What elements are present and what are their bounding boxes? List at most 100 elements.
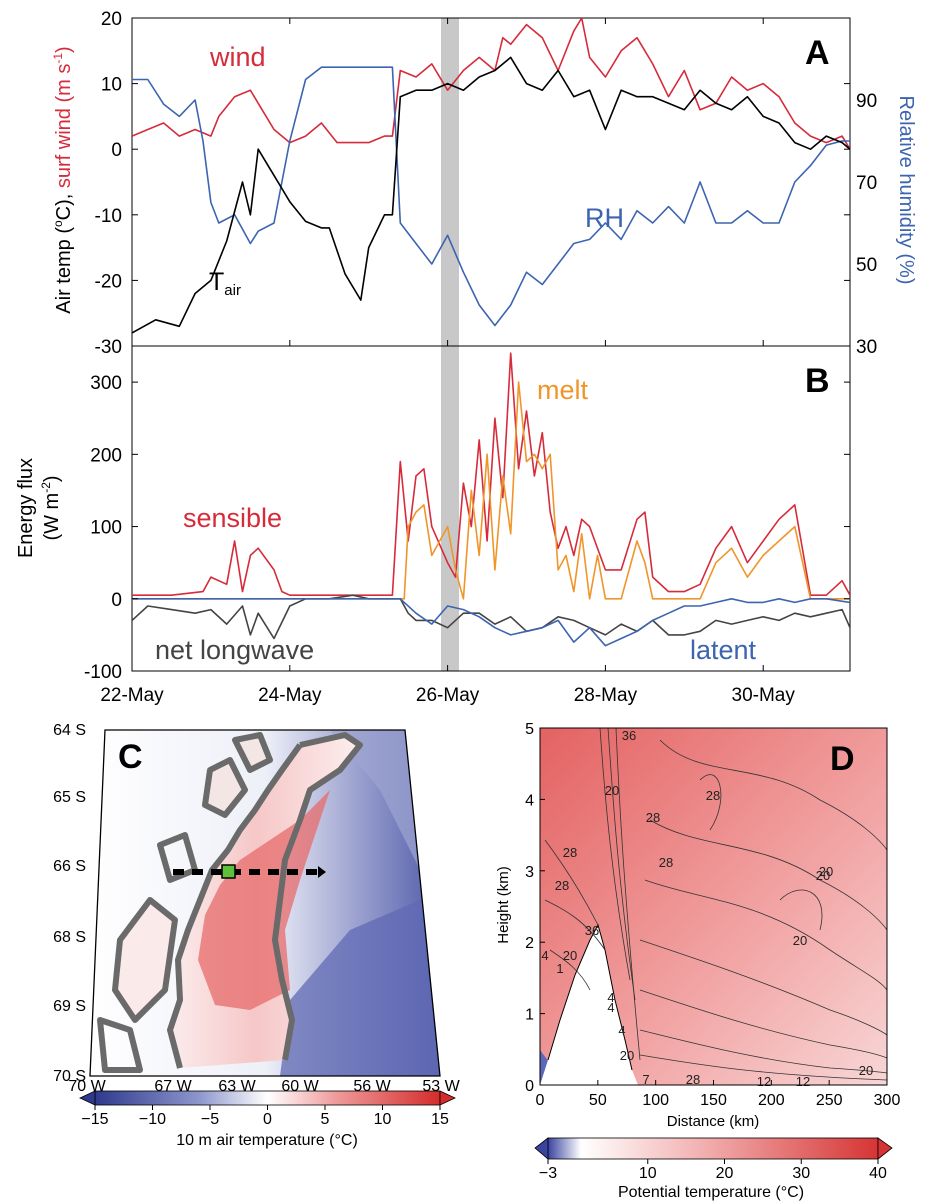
panel-a-ytick-label: 0 bbox=[111, 140, 122, 161]
panel-d-contour-label: 20 bbox=[816, 868, 830, 883]
panel-d-contour-label: 4 bbox=[607, 990, 614, 1005]
panel-d-contour-label: 28 bbox=[646, 810, 660, 825]
panel-d-contour-label: 28 bbox=[686, 1072, 700, 1087]
panel-a-y2label: Relative humidity (%) bbox=[895, 96, 917, 285]
panel-c-colorbar-tick-label: −5 bbox=[201, 1111, 219, 1128]
panel-d-contour-label: 20 bbox=[620, 1048, 634, 1063]
panel-a-ytick-label: 10 bbox=[101, 75, 122, 96]
panel-b-xtick-label: 26-May bbox=[416, 685, 480, 706]
panel-d-xtick-label: 50 bbox=[589, 1092, 607, 1109]
panel-d-colorbar-low-extend bbox=[534, 1137, 549, 1160]
panel-d-colorbar-label: Potential temperature (°C) bbox=[618, 1184, 804, 1201]
panel-b-shaded-span bbox=[441, 346, 459, 671]
series-line-melt bbox=[132, 381, 850, 600]
panel-d-contour-label: 4 bbox=[618, 1023, 625, 1038]
panel-a-ytick-label: -20 bbox=[95, 271, 122, 292]
panel-c-colorbar-tick-label: 15 bbox=[431, 1111, 449, 1128]
tair-annotation: Tair bbox=[209, 268, 241, 299]
panel-d-colorbar-high-extend bbox=[877, 1137, 893, 1160]
panel-c-colorbar-low-extend bbox=[79, 1090, 96, 1106]
panel-c-colorbar-label: 10 m air temperature (°C) bbox=[176, 1132, 358, 1149]
panel-a-letter: A bbox=[805, 34, 830, 72]
panel-c-lat-label: 69 S bbox=[53, 998, 86, 1015]
panel-a-ylabel: Air temp (oC), surf wind (m s-1) bbox=[51, 46, 75, 313]
series-line-latent bbox=[132, 597, 850, 647]
panel-d-terrain bbox=[540, 925, 638, 1085]
panel-d-contour-label: 7 bbox=[642, 1072, 649, 1087]
panel-c-lat-label: 70 S bbox=[53, 1068, 86, 1085]
series-line-tair bbox=[132, 56, 850, 334]
panel-d-ytick-label: 3 bbox=[525, 864, 534, 881]
panel-d-xtick-label: 100 bbox=[642, 1092, 669, 1109]
panel-a: -30 -20 -10 0 10 20 30 50 70 90 A wind RH Tair A… bbox=[51, 9, 917, 358]
panel-b-xtick-label: 28-May bbox=[574, 685, 638, 706]
panel-d-contour-label: 28 bbox=[563, 845, 577, 860]
panel-a-ytick-label: 20 bbox=[101, 9, 122, 30]
panel-b-xtick-label: 22-May bbox=[100, 685, 164, 706]
panel-c-colorbar-tick-label: −15 bbox=[81, 1111, 108, 1128]
panel-c-colorbar-tick-label: 5 bbox=[321, 1111, 330, 1128]
panel-c-warm-foehn-zone bbox=[198, 790, 330, 1010]
panel-d-xtick-label: 250 bbox=[816, 1092, 843, 1109]
panel-d-xtick-label: 0 bbox=[536, 1092, 545, 1109]
panel-c-letter: C bbox=[118, 738, 143, 776]
panel-b-ytick-label: 200 bbox=[90, 445, 122, 466]
panel-d-contour-label: 36 bbox=[622, 728, 636, 743]
panel-d-colorbar bbox=[547, 1137, 879, 1160]
panel-d-contour-label: 28 bbox=[659, 855, 673, 870]
panel-d-contour-label: 20 bbox=[605, 783, 619, 798]
panel-b-xtick-label: 30-May bbox=[732, 685, 796, 706]
panel-d-colorbar-tick-label: 20 bbox=[716, 1165, 734, 1182]
series-line-sensible bbox=[132, 352, 850, 597]
panel-c-coastline-east bbox=[272, 732, 363, 1061]
panel-d-colorbar-tick-label: −3 bbox=[539, 1165, 557, 1182]
panel-c-island-chain-north bbox=[202, 732, 273, 818]
panel-d-ytick-label: 1 bbox=[525, 1007, 534, 1024]
panel-d-contour-label: 12 bbox=[757, 1074, 771, 1089]
series-line-net-longwave bbox=[132, 594, 850, 640]
panel-c-colorbar bbox=[94, 1090, 441, 1106]
latent-annotation: latent bbox=[690, 635, 757, 665]
panel-c-lat-label: 66 S bbox=[53, 858, 86, 875]
panel-d-xlabel: Distance (km) bbox=[667, 1113, 760, 1130]
panel-c-northeast-cold-patch bbox=[330, 730, 425, 880]
wind-annotation: wind bbox=[209, 42, 266, 72]
panel-b: -100 0 100 200 300 22-May 24-May 26-May 28-May 3… bbox=[15, 345, 851, 706]
melt-annotation: melt bbox=[537, 375, 589, 405]
panel-d-contour-label: 28 bbox=[555, 878, 569, 893]
panel-a-y2tick-label: 90 bbox=[856, 91, 877, 112]
panel-d-contours bbox=[544, 727, 888, 1081]
panel-a-y2tick-label: 30 bbox=[856, 337, 877, 358]
panel-b-ylabel: Energy flux bbox=[15, 458, 37, 558]
panel-c-station-marker[interactable] bbox=[221, 864, 236, 879]
panel-d-letter: D bbox=[830, 740, 855, 778]
panel-c-colorbar-high-extend bbox=[439, 1090, 456, 1106]
panel-d-contour-label: 36 bbox=[585, 923, 599, 938]
panel-d-colorbar-tick-label: 40 bbox=[869, 1165, 887, 1182]
panel-a-y2tick-label: 50 bbox=[856, 255, 877, 276]
panel-b-ytick-label: 0 bbox=[111, 590, 122, 611]
panel-b-ytick-label: 100 bbox=[90, 518, 122, 539]
panel-c-transect-arrow bbox=[318, 866, 326, 878]
panel-d-contour-label: 1 bbox=[556, 961, 563, 976]
panel-c-colorbar-tick-label: 0 bbox=[263, 1111, 272, 1128]
rh-annotation: RH bbox=[585, 203, 624, 233]
panel-c-lat-label: 65 S bbox=[53, 789, 86, 806]
panel-d-contour-label: 20 bbox=[793, 933, 807, 948]
panel-d-contour-label: 20 bbox=[563, 948, 577, 963]
panel-d-ylabel: Height (km) bbox=[495, 866, 512, 944]
longwave-annotation: net longwave bbox=[155, 635, 314, 665]
panel-d-contour-label: 20 bbox=[859, 1063, 873, 1078]
sensible-annotation: sensible bbox=[183, 503, 282, 533]
series-line-wind bbox=[132, 18, 850, 150]
panel-c-colorbar-tick-label: −10 bbox=[139, 1111, 166, 1128]
panel-a-shaded-span bbox=[441, 18, 459, 346]
panel-d-xtick-label: 150 bbox=[700, 1092, 727, 1109]
panel-d-ytick-label: 4 bbox=[525, 792, 534, 809]
panel-d-xtick-label: 300 bbox=[874, 1092, 901, 1109]
panel-b-yunit: (W m-2) bbox=[39, 475, 63, 540]
panel-d-ytick-label: 2 bbox=[525, 935, 534, 952]
